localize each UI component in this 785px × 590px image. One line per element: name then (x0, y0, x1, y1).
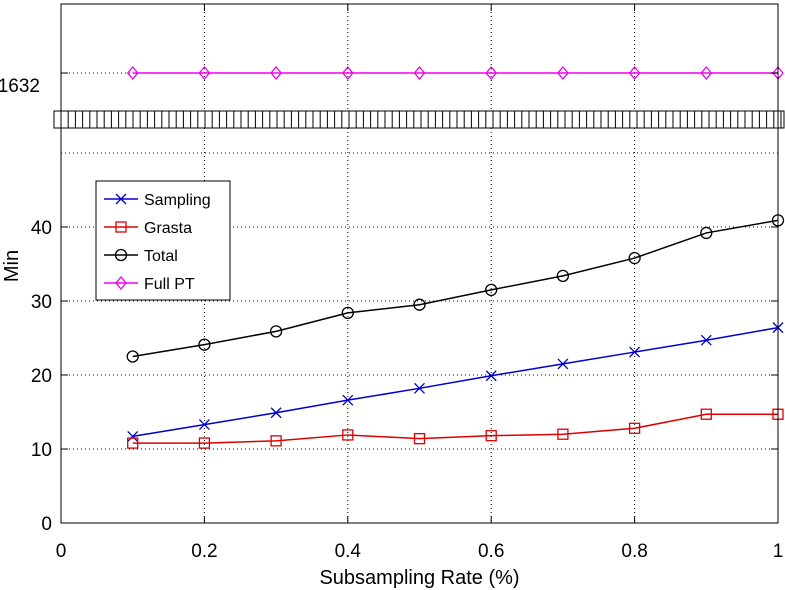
series-line (132, 326, 779, 438)
tick-labels: 0 0.2 0.4 0.6 0.8 1 0 10 20 30 40 1632 (0, 76, 783, 562)
data-point (198, 419, 210, 431)
data-point (126, 350, 139, 363)
x-tick-label: 0.8 (621, 541, 647, 562)
data-point (700, 408, 712, 420)
legend-entry: Grasta (144, 220, 192, 237)
data-point (198, 65, 211, 81)
data-point (485, 65, 498, 81)
x-axis-title: Subsampling Rate (%) (319, 567, 519, 589)
data-point (342, 394, 354, 406)
series-line (132, 219, 779, 358)
data-point (270, 435, 282, 447)
data-point (628, 251, 641, 265)
data-point (342, 429, 354, 441)
data-point (700, 65, 713, 81)
y-axis-title: Min (1, 250, 23, 282)
data-point (127, 430, 139, 442)
data-point (341, 65, 354, 81)
x-tick-label: 0.6 (478, 541, 504, 562)
data-point (127, 437, 139, 449)
data-point (198, 338, 211, 351)
y-tick-label: 0 (41, 514, 52, 535)
series-grasta (127, 408, 784, 449)
legend-marker (114, 248, 128, 262)
data-point (270, 65, 282, 81)
data-point (557, 428, 569, 440)
data-point (413, 65, 426, 81)
legend-entry: Full PT (144, 276, 195, 293)
data-point (557, 65, 569, 81)
series-total (126, 214, 785, 363)
data-point (126, 65, 139, 81)
grid-lines (61, 4, 778, 523)
x-tick-label: 0.4 (335, 541, 362, 562)
data-point (413, 298, 426, 311)
data-point (341, 306, 354, 319)
x-tick-label: 0 (56, 541, 67, 562)
y-tick-label: 10 (31, 440, 52, 461)
plot-frame (60, 3, 779, 524)
data-point (629, 346, 641, 358)
legend-entry: Total (144, 248, 178, 265)
y-tick-label: 20 (31, 366, 52, 387)
data-series (126, 65, 785, 449)
legend-symbols (104, 193, 138, 291)
legend: Sampling Grasta Total Full PT (95, 180, 231, 301)
data-point (414, 382, 425, 394)
data-point (485, 430, 497, 442)
data-point (269, 325, 283, 338)
data-point (700, 226, 713, 240)
y-tick-label-upper: 1632 (0, 76, 40, 97)
data-point (413, 432, 426, 445)
series-sampling (127, 322, 784, 442)
y-tick-label: 40 (31, 218, 52, 239)
break-band (53, 110, 785, 129)
legend-entry: Sampling (144, 192, 211, 209)
data-point (628, 422, 641, 434)
data-point (628, 65, 641, 81)
data-point (485, 370, 497, 382)
data-point (556, 269, 570, 282)
legend-marker (115, 221, 127, 233)
data-point (198, 437, 211, 449)
legend-marker (115, 193, 127, 205)
legend-marker (115, 275, 127, 291)
x-tick-label: 0.2 (191, 541, 217, 562)
x-tick-label: 1 (773, 541, 784, 562)
series-full-pt (126, 65, 784, 81)
axes (60, 3, 779, 524)
data-point (485, 283, 498, 297)
series-line (132, 413, 778, 444)
data-point (700, 334, 712, 346)
y-tick-label: 30 (31, 292, 52, 313)
data-point (270, 407, 282, 419)
data-point (557, 358, 569, 370)
axis-break (53, 110, 785, 129)
